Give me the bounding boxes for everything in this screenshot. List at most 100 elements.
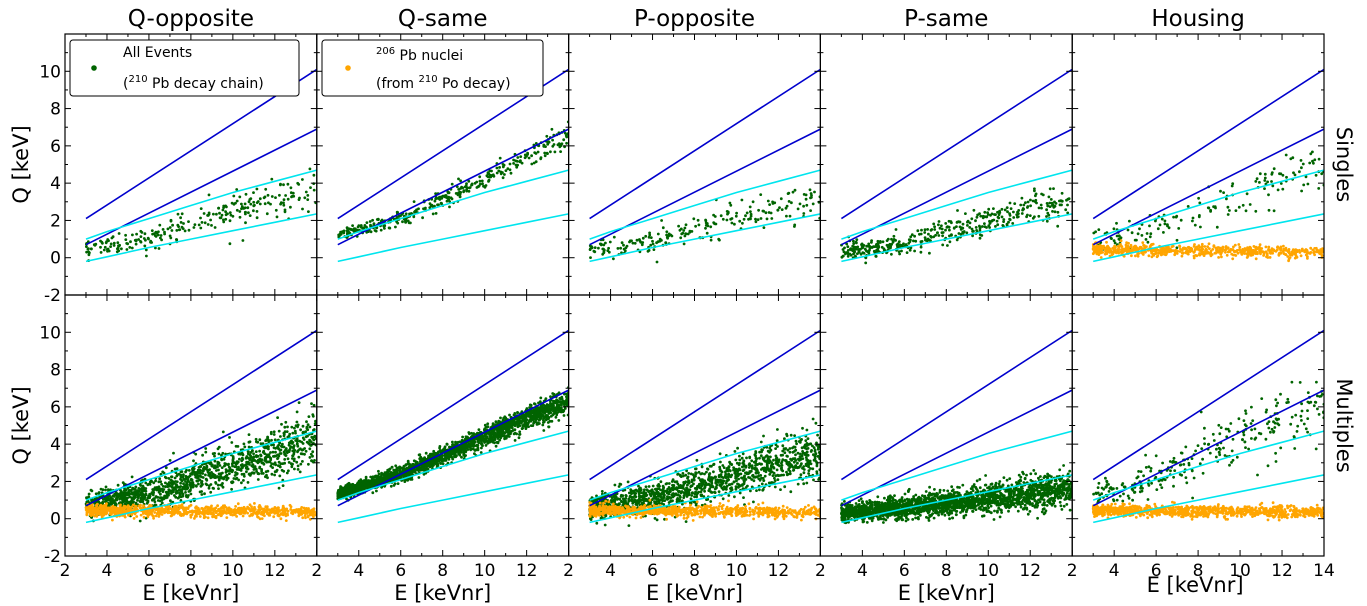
data-point-all-events — [124, 233, 127, 237]
data-point-all-events — [139, 487, 142, 491]
data-point-all-events — [845, 242, 849, 246]
data-point-all-events — [543, 154, 547, 158]
data-point-pb-nuclei — [296, 508, 300, 512]
data-point-all-events — [272, 443, 275, 447]
data-point-all-events — [237, 468, 241, 471]
data-point-all-events — [661, 226, 665, 230]
data-point-pb-nuclei — [1319, 250, 1323, 254]
data-point-pb-nuclei — [142, 504, 145, 508]
data-point-all-events — [1066, 203, 1069, 207]
data-point-all-events — [944, 222, 948, 225]
data-point-all-events — [648, 231, 651, 235]
data-point-pb-nuclei — [93, 514, 97, 518]
data-point-all-events — [269, 202, 272, 206]
data-point-all-events — [171, 482, 175, 485]
data-point-all-events — [941, 243, 945, 247]
data-point-pb-nuclei — [119, 503, 122, 507]
data-point-all-events — [195, 484, 198, 488]
data-point-all-events — [94, 492, 98, 496]
data-point-all-events — [221, 485, 225, 489]
data-point-pb-nuclei — [1104, 251, 1108, 255]
data-point-all-events — [230, 441, 234, 444]
data-point-all-events — [968, 226, 972, 229]
data-point-all-events — [913, 234, 916, 238]
data-point-all-events — [222, 218, 225, 222]
data-point-all-events — [1047, 213, 1051, 217]
data-point-all-events — [177, 225, 181, 229]
data-point-all-events — [134, 238, 138, 242]
data-point-all-events — [785, 214, 788, 218]
data-point-all-events — [1292, 171, 1295, 175]
data-point-all-events — [159, 496, 163, 500]
data-point-all-events — [279, 448, 283, 452]
data-point-all-events — [159, 492, 162, 496]
data-point-all-events — [696, 218, 700, 222]
data-point-pb-nuclei — [1119, 250, 1123, 254]
data-point-all-events — [286, 457, 290, 461]
data-point-all-events — [492, 174, 496, 178]
data-point-pb-nuclei — [110, 513, 113, 516]
data-point-pb-nuclei — [289, 508, 293, 511]
data-point-all-events — [111, 497, 114, 501]
data-point-pb-nuclei — [1284, 253, 1287, 256]
data-point-all-events — [773, 201, 777, 205]
data-point-all-events — [157, 230, 160, 234]
data-point-all-events — [1281, 187, 1285, 191]
data-point-pb-nuclei — [1226, 250, 1230, 254]
data-point-pb-nuclei — [85, 512, 89, 516]
data-point-all-events — [1138, 227, 1141, 231]
data-point-all-events — [303, 452, 306, 456]
data-point-all-events — [162, 471, 166, 475]
data-point-pb-nuclei — [88, 504, 91, 508]
data-point-all-events — [498, 156, 502, 160]
data-point-all-events — [164, 490, 168, 494]
data-point-all-events — [981, 225, 984, 228]
data-point-all-events — [872, 245, 875, 249]
data-point-all-events — [1263, 179, 1267, 182]
data-point-all-events — [1033, 215, 1036, 219]
data-point-all-events — [292, 459, 296, 463]
data-point-all-events — [936, 231, 939, 235]
data-point-pb-nuclei — [1224, 248, 1228, 251]
data-point-all-events — [180, 212, 184, 216]
data-point-all-events — [255, 216, 259, 220]
data-point-all-events — [282, 450, 286, 454]
data-point-all-events — [200, 221, 204, 224]
data-point-pb-nuclei — [1208, 247, 1211, 251]
data-point-all-events — [240, 202, 243, 206]
data-point-all-events — [234, 201, 237, 205]
data-point-all-events — [132, 487, 136, 491]
data-point-all-events — [125, 493, 128, 497]
data-point-all-events — [802, 212, 806, 215]
data-point-pb-nuclei — [115, 510, 118, 514]
data-point-all-events — [284, 448, 288, 451]
data-point-all-events — [266, 445, 269, 449]
data-point-all-events — [204, 450, 208, 454]
data-point-all-events — [1000, 215, 1004, 219]
data-point-all-events — [608, 240, 612, 244]
data-point-all-events — [1058, 203, 1062, 207]
data-point-pb-nuclei — [170, 510, 174, 514]
data-point-all-events — [217, 452, 221, 456]
data-point-all-events — [214, 482, 218, 485]
data-point-all-events — [255, 440, 258, 444]
data-point-all-events — [728, 201, 732, 205]
data-point-all-events — [558, 143, 562, 147]
data-point-all-events — [132, 500, 135, 504]
plot-area — [1091, 68, 1324, 263]
data-point-all-events — [252, 452, 256, 456]
data-point-all-events — [1008, 217, 1011, 221]
data-point-all-events — [259, 442, 263, 445]
data-point-all-events — [231, 464, 234, 468]
data-point-all-events — [804, 197, 808, 201]
data-point-all-events — [1309, 152, 1313, 156]
data-point-all-events — [974, 226, 978, 229]
data-point-all-events — [455, 185, 459, 189]
data-point-all-events — [213, 454, 216, 458]
panel-singles-p-same — [819, 33, 1073, 296]
data-point-all-events — [277, 486, 281, 490]
data-point-all-events — [749, 210, 752, 214]
data-point-all-events — [123, 495, 126, 498]
data-point-pb-nuclei — [1180, 254, 1184, 258]
data-point-all-events — [283, 208, 287, 212]
